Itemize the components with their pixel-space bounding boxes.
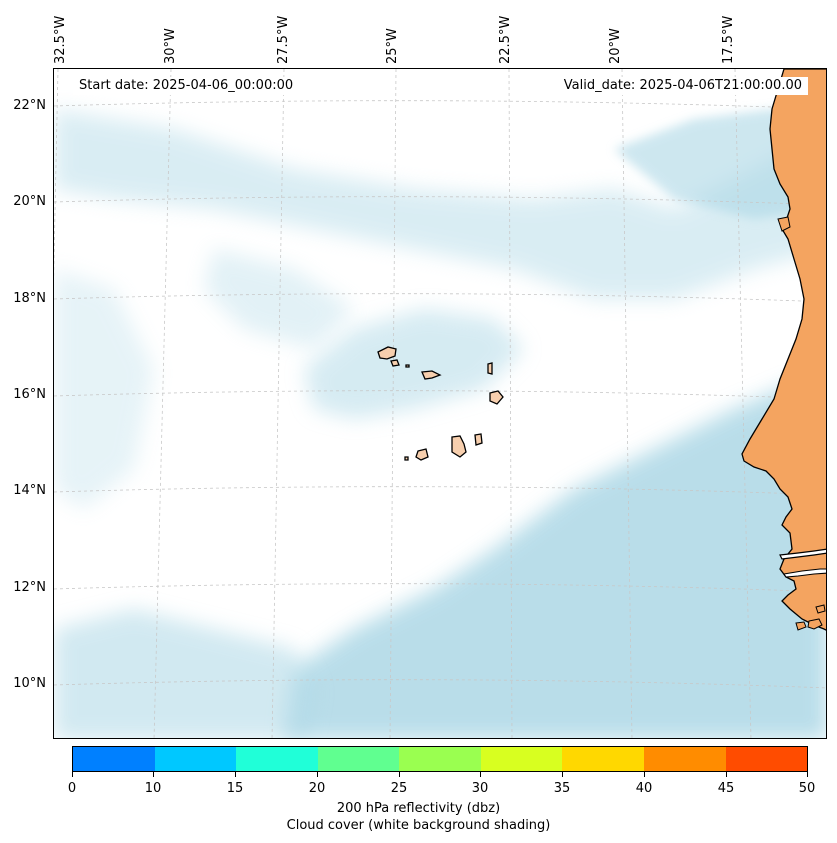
colorbar-tick-45: 45 bbox=[717, 781, 735, 796]
gridline-lon-30w bbox=[153, 69, 172, 738]
lat-label-10n: 10°N bbox=[13, 676, 46, 691]
land-mauritania-senegal bbox=[741, 69, 826, 631]
lon-label-30w: 30°W bbox=[163, 28, 178, 64]
colorbar-sublabel: Cloud cover (white background shading) bbox=[286, 818, 551, 833]
gridline-lat-14n bbox=[54, 486, 826, 496]
colorbar-segment-20-25 bbox=[317, 747, 400, 771]
island-maio bbox=[474, 433, 483, 446]
coast-banc-arguin-islet bbox=[777, 216, 791, 232]
coast-casamance-inlet bbox=[783, 568, 826, 578]
colorbar-tick-35: 35 bbox=[553, 781, 571, 796]
island-brava bbox=[404, 456, 409, 461]
colorbar-tick-mark bbox=[644, 772, 645, 777]
island-sao-nicolau bbox=[421, 370, 442, 380]
lon-label-25w: 25°W bbox=[385, 28, 400, 64]
colorbar-tick-mark bbox=[235, 772, 236, 777]
graticule bbox=[54, 69, 826, 738]
colorbar-segment-15-20 bbox=[236, 747, 318, 771]
colorbar-segment-45-50 bbox=[725, 747, 808, 771]
cloud-cover-layer bbox=[54, 109, 826, 738]
lon-label-20w: 20°W bbox=[608, 28, 623, 64]
colorbar-segment-30-35 bbox=[480, 747, 563, 771]
gridline-lon-27-5w bbox=[271, 69, 285, 738]
lon-label-17-5w: 17.5°W bbox=[721, 15, 736, 64]
lon-label-22-5w: 22.5°W bbox=[498, 15, 513, 64]
lat-label-14n: 14°N bbox=[13, 483, 46, 498]
lat-label-20n: 20°N bbox=[13, 194, 46, 209]
lat-label-12n: 12°N bbox=[13, 580, 46, 595]
africa-landmass bbox=[741, 69, 826, 631]
colorbar-tick-mark bbox=[72, 772, 73, 777]
cape-verde-islands bbox=[377, 346, 504, 461]
colorbar-segment-35-40 bbox=[562, 747, 644, 771]
gridline-lon-17-5w bbox=[734, 69, 752, 738]
cloud-patch-west bbox=[54, 269, 154, 509]
lat-label-22n: 22°N bbox=[13, 98, 46, 113]
colorbar-tick-mark bbox=[399, 772, 400, 777]
gridline-lat-20n bbox=[54, 196, 826, 206]
colorbar-tick-mark bbox=[317, 772, 318, 777]
map-canvas[interactable] bbox=[54, 69, 827, 739]
island-bijagos-1 bbox=[807, 618, 823, 630]
colorbar-tick-40: 40 bbox=[635, 781, 653, 796]
island-sal bbox=[487, 362, 493, 375]
cloud-patch-mid-west bbox=[204, 249, 354, 349]
gridline-lon-25w bbox=[389, 69, 397, 738]
lat-label-18n: 18°N bbox=[13, 291, 46, 306]
lat-label-16n: 16°N bbox=[13, 387, 46, 402]
colorbar-tick-mark bbox=[807, 772, 808, 777]
lon-label-32-5w: 32.5°W bbox=[53, 15, 68, 64]
colorbar-segment-40-45 bbox=[643, 747, 726, 771]
colorbar-tick-mark bbox=[480, 772, 481, 777]
colorbar-tick-mark bbox=[726, 772, 727, 777]
island-santiago bbox=[451, 435, 467, 458]
colorbar-tick-25: 25 bbox=[390, 781, 408, 796]
gridline-lat-12n bbox=[54, 583, 826, 593]
cloud-band-north bbox=[54, 109, 826, 299]
gridline-lat-10n bbox=[54, 679, 826, 689]
gridline-lon-20w bbox=[621, 69, 633, 738]
colorbar-tick-50: 50 bbox=[798, 781, 816, 796]
colorbar-segment-10-15 bbox=[154, 747, 237, 771]
colorbar-tick-15: 15 bbox=[226, 781, 244, 796]
island-sao-vicente bbox=[390, 359, 400, 367]
island-santa-luzia bbox=[405, 364, 410, 368]
cloud-band-south bbox=[284, 369, 826, 738]
colorbar-tick-0: 0 bbox=[67, 781, 77, 796]
gridline-lat-22n bbox=[54, 100, 826, 110]
start-date-label: Start date: 2025-04-06_00:00:00 bbox=[73, 77, 300, 95]
island-boa-vista bbox=[489, 390, 504, 405]
colorbar-tick-10: 10 bbox=[144, 781, 162, 796]
lon-label-27-5w: 27.5°W bbox=[276, 15, 291, 64]
reflectivity-colorbar bbox=[72, 746, 808, 772]
colorbar-tick-mark bbox=[562, 772, 563, 777]
island-bijagos-3 bbox=[815, 604, 826, 614]
colorbar-label: 200 hPa reflectivity (dbz) bbox=[336, 801, 501, 816]
island-santo-antao bbox=[377, 346, 397, 360]
island-fogo bbox=[415, 448, 429, 461]
gridline-lat-16n bbox=[54, 390, 826, 400]
gridline-lat-18n bbox=[54, 293, 826, 303]
colorbar-tick-mark bbox=[153, 772, 154, 777]
cloud-band-central bbox=[304, 309, 524, 419]
colorbar-tick-20: 20 bbox=[308, 781, 326, 796]
gridline-lon-22-5w bbox=[508, 69, 513, 738]
colorbar-tick-30: 30 bbox=[471, 781, 489, 796]
island-bijagos-2 bbox=[795, 621, 807, 631]
valid-date-label: Valid_date: 2025-04-06T21:00:00.00 bbox=[557, 77, 808, 95]
colorbar-segment-25-30 bbox=[399, 747, 481, 771]
map-panel[interactable] bbox=[53, 68, 827, 739]
colorbar-segment-0-10 bbox=[73, 747, 155, 771]
cloud-band-south-west bbox=[54, 609, 314, 738]
coast-gambia-inlet bbox=[779, 548, 826, 560]
